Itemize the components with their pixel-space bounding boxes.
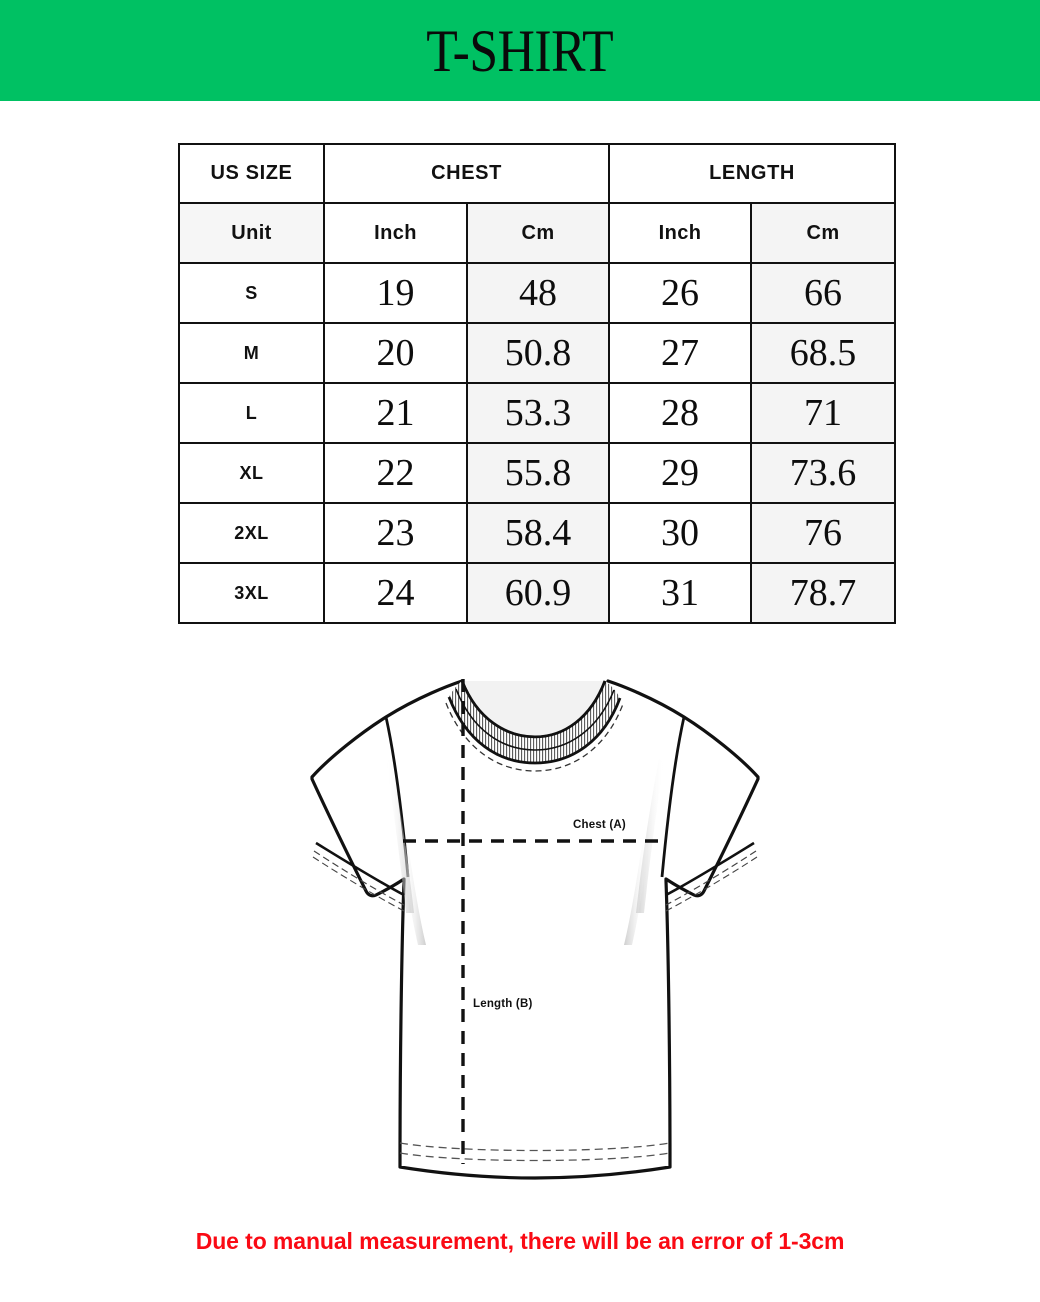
cell-size: M — [178, 322, 325, 384]
table-header-group-row: US SIZE CHEST LENGTH — [178, 143, 897, 204]
cell-chest-cm: 60.9 — [465, 562, 611, 624]
size-chart-table-container: US SIZE CHEST LENGTH Unit Inch Cm Inch C… — [178, 143, 897, 624]
cell-size: 2XL — [178, 502, 325, 564]
table-unit-row: Unit Inch Cm Inch Cm — [178, 202, 897, 264]
table-row: 3XL 24 60.9 31 78.7 — [178, 562, 897, 624]
cell-chest-cm: 58.4 — [465, 502, 611, 564]
header-length: LENGTH — [608, 143, 897, 204]
cell-chest-cm: 55.8 — [465, 442, 611, 504]
cell-chest-inch: 20 — [323, 322, 468, 384]
cell-length-inch: 26 — [608, 262, 753, 324]
cell-size: 3XL — [178, 562, 325, 624]
header-chest-cm: Cm — [465, 202, 611, 264]
header-unit: Unit — [178, 202, 325, 264]
header-banner: T-SHIRT — [0, 0, 1040, 101]
cell-length-inch: 27 — [608, 322, 753, 384]
cell-length-cm: 73.6 — [750, 442, 897, 504]
cell-length-cm: 68.5 — [750, 322, 897, 384]
tshirt-diagram: Chest (A) Length (B) — [290, 645, 760, 1180]
table-row: M 20 50.8 27 68.5 — [178, 322, 897, 384]
cell-chest-inch: 19 — [323, 262, 468, 324]
cell-chest-cm: 53.3 — [465, 382, 611, 444]
header-length-cm: Cm — [750, 202, 897, 264]
cell-length-cm: 76 — [750, 502, 897, 564]
header-length-inch: Inch — [608, 202, 753, 264]
bottom-hem — [399, 1142, 671, 1162]
cell-size: S — [178, 262, 325, 324]
chest-measure-label: Chest (A) — [573, 819, 626, 831]
cell-chest-cm: 50.8 — [465, 322, 611, 384]
cell-chest-cm: 48 — [465, 262, 611, 324]
sleeve-hem-right — [665, 841, 758, 912]
table-row: 2XL 23 58.4 30 76 — [178, 502, 897, 564]
header-chest-inch: Inch — [323, 202, 468, 264]
cell-chest-inch: 23 — [323, 502, 468, 564]
cell-length-inch: 31 — [608, 562, 753, 624]
cell-chest-inch: 22 — [323, 442, 468, 504]
table-row: XL 22 55.8 29 73.6 — [178, 442, 897, 504]
cell-chest-inch: 24 — [323, 562, 468, 624]
header-us-size: US SIZE — [178, 143, 325, 204]
cell-size: XL — [178, 442, 325, 504]
header-chest: CHEST — [322, 143, 611, 204]
cell-size: L — [178, 382, 325, 444]
cell-length-inch: 29 — [608, 442, 753, 504]
cell-length-inch: 28 — [608, 382, 753, 444]
cell-length-cm: 78.7 — [750, 562, 897, 624]
cell-length-cm: 66 — [750, 262, 897, 324]
size-chart-table: US SIZE CHEST LENGTH Unit Inch Cm Inch C… — [178, 143, 897, 624]
sleeve-hem-left — [312, 841, 405, 912]
table-row: S 19 48 26 66 — [178, 262, 897, 324]
measurement-disclaimer: Due to manual measurement, there will be… — [195, 1228, 845, 1254]
table-row: L 21 53.3 28 71 — [178, 382, 897, 444]
page-title: T-SHIRT — [426, 17, 614, 84]
cell-chest-inch: 21 — [323, 382, 468, 444]
length-measure-label: Length (B) — [473, 998, 532, 1010]
armhole-shading — [386, 759, 664, 945]
cell-length-cm: 71 — [750, 382, 897, 444]
cell-length-inch: 30 — [608, 502, 753, 564]
